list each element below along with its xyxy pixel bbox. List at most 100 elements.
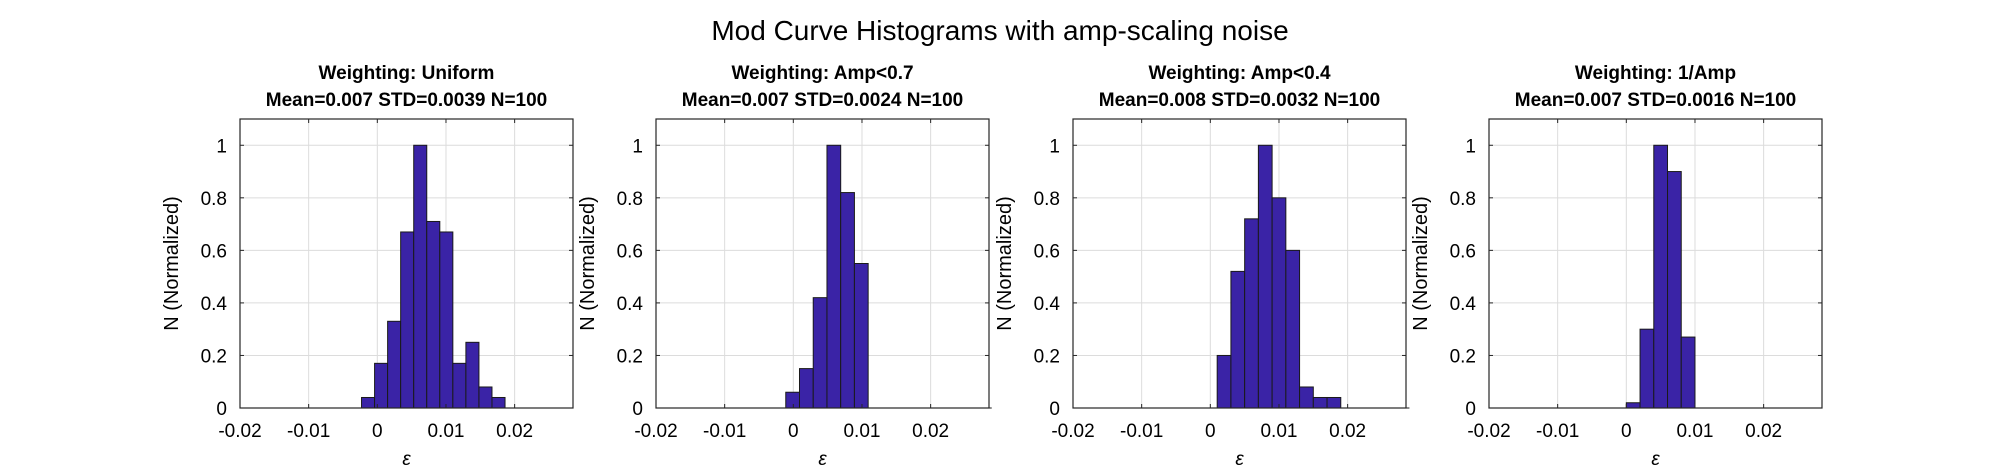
- histogram-bar: [812, 297, 828, 409]
- histogram-bar: [1244, 218, 1259, 409]
- panel-title: Weighting: Amp<0.7: [731, 63, 913, 84]
- histogram-bar: [439, 231, 454, 409]
- x-tick-label: -0.01: [1536, 421, 1579, 442]
- panel-title: Weighting: Uniform: [319, 63, 495, 84]
- histogram-panel-4: Weighting: 1/Amp Mean=0.007 STD=0.0016 N=…: [1410, 63, 1823, 469]
- histogram-bar: [1625, 402, 1641, 409]
- histogram-bar: [400, 231, 415, 409]
- x-tick-label: -0.01: [703, 421, 746, 442]
- panel-subtitle: Mean=0.007 STD=0.0039 N=100: [266, 90, 548, 111]
- x-tick-label: 0.01: [1260, 421, 1297, 442]
- y-tick-label: 0: [216, 399, 227, 420]
- x-axis-label: ε: [1651, 449, 1660, 469]
- x-tick-label: -0.02: [218, 421, 261, 442]
- histogram-bar: [1312, 396, 1328, 409]
- histogram-bar: [798, 368, 814, 409]
- y-tick-label: 0: [632, 399, 643, 420]
- x-tick-label: 0: [1621, 421, 1632, 442]
- y-tick-label: 1: [216, 136, 227, 157]
- panel-title: Weighting: 1/Amp: [1575, 63, 1736, 84]
- figure-title: Mod Curve Histograms with amp-scaling no…: [711, 15, 1288, 46]
- histogram-bar: [826, 144, 842, 409]
- histogram-bar: [1667, 171, 1682, 409]
- histogram-bar: [1285, 249, 1301, 409]
- x-tick-label: -0.02: [1051, 421, 1094, 442]
- y-tick-label: 0: [1465, 399, 1476, 420]
- y-tick-label: 0.8: [617, 189, 643, 210]
- histogram-bar: [1326, 396, 1342, 409]
- histogram-bar: [465, 341, 480, 409]
- axes-box: [239, 118, 574, 409]
- axes-box: [1072, 118, 1407, 409]
- x-tick-label: 0.01: [427, 421, 464, 442]
- y-tick-label: 0.6: [1450, 241, 1476, 262]
- histogram-bar: [1639, 328, 1655, 409]
- axes-box: [1488, 118, 1823, 409]
- panel-subtitle: Mean=0.007 STD=0.0024 N=100: [682, 90, 964, 111]
- x-tick-label: 0.02: [1745, 421, 1782, 442]
- histogram-bar: [1680, 336, 1696, 409]
- y-axis-label: N (Normalized): [577, 196, 599, 330]
- y-tick-label: 0.4: [617, 294, 644, 315]
- histogram-bar: [478, 386, 493, 409]
- x-axis-label: ε: [818, 449, 827, 469]
- y-tick-label: 0.8: [1034, 189, 1060, 210]
- histogram-bar: [374, 362, 389, 409]
- panel-subtitle: Mean=0.007 STD=0.0016 N=100: [1515, 90, 1797, 111]
- histogram-bar: [1653, 144, 1669, 409]
- x-tick-label: -0.01: [1120, 421, 1163, 442]
- x-tick-label: 0: [788, 421, 799, 442]
- histogram-bar: [491, 396, 506, 409]
- panel-title: Weighting: Amp<0.4: [1148, 63, 1331, 84]
- x-tick-label: -0.02: [1467, 421, 1510, 442]
- y-tick-label: 0.8: [201, 189, 227, 210]
- x-tick-label: 0: [1205, 421, 1216, 442]
- x-tick-label: -0.02: [634, 421, 677, 442]
- y-tick-label: 1: [1465, 136, 1476, 157]
- y-tick-label: 0.4: [201, 294, 228, 315]
- x-tick-label: 0.02: [912, 421, 949, 442]
- x-tick-label: 0: [372, 421, 383, 442]
- y-tick-label: 0.4: [1034, 294, 1061, 315]
- histogram-bar: [840, 192, 855, 409]
- histogram-bar: [853, 263, 869, 409]
- histogram-bar: [1271, 197, 1287, 409]
- y-tick-label: 1: [632, 136, 643, 157]
- histogram-bar: [452, 362, 467, 409]
- histogram-panel-1: Weighting: Uniform Mean=0.007 STD=0.0039 …: [161, 63, 574, 469]
- x-axis-label: ε: [1235, 449, 1244, 469]
- histogram-bar: [361, 396, 376, 409]
- histogram-panel-3: Weighting: Amp<0.4 Mean=0.008 STD=0.0032 …: [994, 63, 1410, 469]
- y-axis-label: N (Normalized): [161, 196, 183, 330]
- y-tick-label: 0.8: [1450, 189, 1476, 210]
- panels-container: Weighting: Uniform Mean=0.007 STD=0.0039 …: [161, 63, 1823, 469]
- y-tick-label: 0.2: [1450, 346, 1476, 367]
- x-tick-label: -0.01: [287, 421, 330, 442]
- x-tick-label: 0.02: [496, 421, 533, 442]
- histogram-bar: [1299, 386, 1314, 409]
- histogram-bar: [1216, 354, 1232, 409]
- x-tick-label: 0.01: [843, 421, 880, 442]
- y-tick-label: 0.2: [201, 346, 227, 367]
- histogram-bar: [1257, 144, 1273, 409]
- y-tick-label: 0: [1049, 399, 1060, 420]
- y-axis-label: N (Normalized): [994, 196, 1016, 330]
- x-axis-label: ε: [402, 449, 411, 469]
- y-tick-label: 0.6: [617, 241, 643, 262]
- y-tick-label: 0.6: [201, 241, 227, 262]
- histogram-bar: [785, 391, 800, 409]
- x-tick-label: 0.01: [1676, 421, 1713, 442]
- y-tick-label: 0.4: [1450, 294, 1477, 315]
- histogram-bar: [426, 220, 441, 409]
- histogram-bar: [413, 144, 428, 409]
- histogram-bar: [387, 320, 402, 409]
- y-axis-label: N (Normalized): [1410, 196, 1432, 330]
- y-tick-label: 0.2: [617, 346, 643, 367]
- panel-subtitle: Mean=0.008 STD=0.0032 N=100: [1099, 90, 1381, 111]
- y-tick-label: 1: [1049, 136, 1060, 157]
- x-tick-label: 0.02: [1329, 421, 1366, 442]
- y-tick-label: 0.2: [1034, 346, 1060, 367]
- y-tick-label: 0.6: [1034, 241, 1060, 262]
- axes-box: [655, 118, 990, 409]
